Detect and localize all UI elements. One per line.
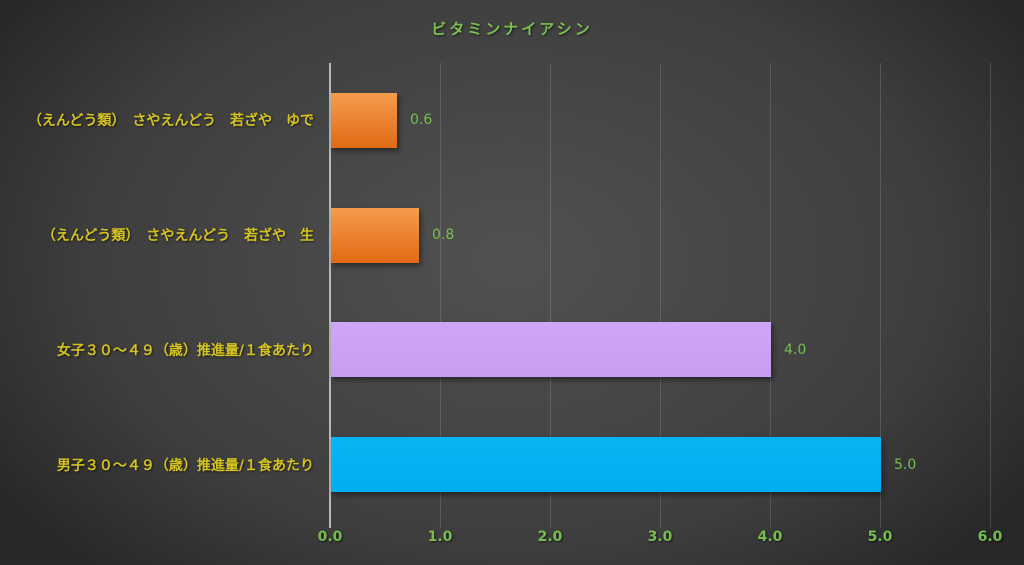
x-tick-label: 2.0 xyxy=(537,529,563,545)
category-label: 男子３０～４９（歳）推進量/１食あたり xyxy=(56,457,314,474)
gridline xyxy=(659,63,661,528)
value-label: 4.0 xyxy=(784,341,807,358)
category-label: 女子３０～４９（歳）推進量/１食あたり xyxy=(56,342,314,359)
category-label: （えんどう類） さやえんどう 若ざや 生 xyxy=(41,228,314,245)
value-label: 0.6 xyxy=(410,112,433,129)
value-label: 5.0 xyxy=(894,456,917,473)
value-label: 0.8 xyxy=(432,227,455,244)
bar-1 xyxy=(331,207,419,263)
x-tick-label: 1.0 xyxy=(427,529,453,545)
bar-3 xyxy=(331,437,881,493)
x-tick-label: 0.0 xyxy=(317,529,343,545)
category-label: （えんどう類） さやえんどう 若ざや ゆで xyxy=(27,113,314,130)
x-tick-label: 5.0 xyxy=(867,529,893,545)
category-labels: （えんどう類） さやえんどう 若ざや ゆで （えんどう類） さやえんどう 若ざや … xyxy=(0,63,322,522)
x-tick-label: 6.0 xyxy=(977,529,1003,545)
chart-title: ビタミンナイアシン xyxy=(431,20,593,38)
plot-area: 0.6 0.8 4.0 5.0 xyxy=(329,63,991,528)
x-axis-tick-labels: 0.0 1.0 2.0 3.0 4.0 5.0 6.0 xyxy=(318,529,1003,551)
gridline xyxy=(879,63,881,528)
bar-2 xyxy=(331,322,771,378)
gridline xyxy=(549,63,551,528)
bar-0 xyxy=(331,92,397,148)
gridline xyxy=(439,63,441,528)
x-tick-label: 4.0 xyxy=(757,529,783,545)
x-tick-label: 3.0 xyxy=(647,529,673,545)
gridline xyxy=(769,63,771,528)
y-axis-line xyxy=(329,63,331,528)
gridline xyxy=(989,63,991,528)
